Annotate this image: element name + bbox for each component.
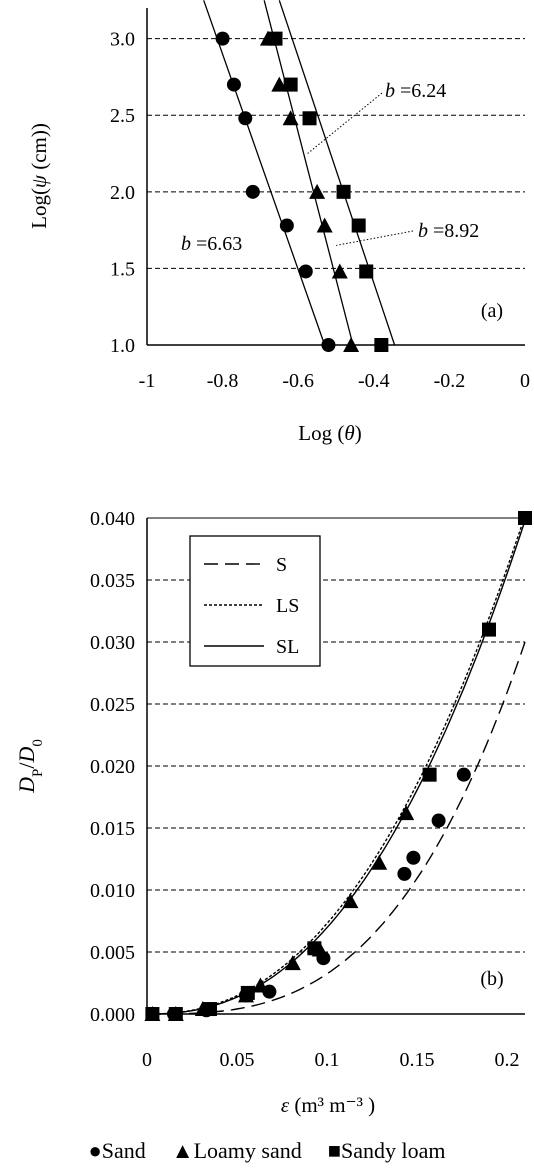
y-axis-label-a: Log(ψ (cm))	[27, 123, 51, 229]
data-point-circle	[245, 184, 260, 199]
data-point-square	[240, 985, 255, 1000]
x-axis-label-b: ε (m³ m⁻³ )	[281, 1093, 375, 1117]
x-axis-label-a: Log (θ)	[298, 421, 361, 445]
annotation-b: b =8.92	[418, 220, 479, 242]
data-point-square	[336, 184, 351, 199]
annotation-leader	[335, 230, 414, 246]
ytick-label-b: 0.000	[90, 1004, 135, 1026]
data-point-circle	[456, 767, 471, 782]
ytick-label-b: 0.025	[90, 694, 135, 716]
ytick-label-b: 0.030	[90, 632, 135, 654]
data-point-circle	[431, 813, 446, 828]
curve-legend-label: LS	[276, 595, 299, 617]
xtick-label-a: -0.2	[434, 370, 466, 392]
data-point-square	[359, 264, 374, 279]
data-point-square	[374, 338, 389, 352]
curve-ls	[147, 515, 526, 1015]
curve-legend-label: SL	[276, 636, 299, 658]
data-point-triangle	[252, 977, 269, 993]
data-point-circle	[298, 264, 313, 279]
data-point-triangle	[316, 217, 333, 233]
ytick-label-b: 0.010	[90, 880, 135, 902]
fit-line	[203, 0, 326, 346]
ytick-label-a: 2.5	[110, 105, 135, 127]
data-point-triangle	[271, 76, 288, 92]
data-point-triangle	[284, 955, 301, 971]
panel-label-b: (b)	[480, 968, 503, 990]
data-point-circle	[226, 77, 241, 92]
curve-legend-label: S	[276, 554, 287, 576]
data-point-square	[268, 31, 283, 46]
xtick-label-a: -0.4	[358, 370, 390, 392]
xtick-label-a: -1	[139, 370, 156, 392]
data-point-square	[168, 1007, 183, 1021]
data-point-triangle	[398, 805, 415, 821]
ytick-label-a: 2.0	[110, 182, 135, 204]
data-point-square	[518, 511, 532, 525]
xtick-label-b: 0.2	[495, 1049, 520, 1071]
ytick-label-b: 0.040	[90, 508, 135, 530]
panel-a	[146, 0, 525, 346]
data-point-circle	[215, 31, 230, 46]
xtick-label-a: -0.8	[207, 370, 239, 392]
xtick-label-b: 0.1	[315, 1049, 340, 1071]
xtick-label-a: 0	[520, 370, 530, 392]
annotation-b: b =6.24	[385, 80, 446, 102]
panel-label-a: (a)	[481, 300, 503, 322]
figure: 1.0 1.5 2.0 2.5 3.0 -1 -0.8 -0.6 -0.4 -0.2 0 b =6.2…	[14, 0, 532, 1117]
xtick-label-a: -0.6	[282, 370, 314, 392]
legend-sand: ●Sand	[88, 1138, 146, 1163]
legend-sandy-loam: ■Sandy loam	[327, 1138, 446, 1163]
ytick-label-a: 1.0	[110, 335, 135, 357]
ytick-label-b: 0.020	[90, 756, 135, 778]
curve-legend-box	[189, 535, 321, 667]
data-point-triangle	[331, 263, 348, 279]
ytick-label-b: 0.015	[90, 818, 135, 840]
data-point-circle	[238, 111, 253, 126]
data-point-square	[145, 1007, 160, 1021]
fit-line	[263, 0, 354, 346]
data-point-circle	[397, 866, 412, 881]
data-point-triangle	[343, 337, 360, 352]
legend-loamy-sand: ▲Loamy sand	[171, 1138, 302, 1163]
xtick-label-b: 0.15	[400, 1049, 435, 1071]
ytick-label-a: 3.0	[110, 29, 135, 51]
annotation-b: b =6.63	[181, 233, 242, 255]
data-point-triangle	[282, 110, 299, 126]
data-point-circle	[279, 218, 294, 233]
y-axis-label-b: DP/D0	[14, 739, 46, 794]
panel-b	[146, 515, 526, 1015]
data-point-circle	[406, 850, 421, 865]
data-point-square	[283, 77, 298, 92]
data-point-circle	[321, 338, 336, 352]
data-point-square	[482, 622, 496, 637]
series-legend: ●Sand ▲Loamy sand ■Sandy loam	[0, 1138, 534, 1164]
data-point-triangle	[309, 183, 326, 199]
data-point-square	[307, 941, 322, 956]
ytick-label-b: 0.035	[90, 570, 135, 592]
annotation-leader	[307, 92, 383, 154]
xtick-label-b: 0	[142, 1049, 152, 1071]
ytick-label-b: 0.005	[90, 942, 135, 964]
xtick-label-b: 0.05	[220, 1049, 255, 1071]
data-point-square	[422, 767, 437, 782]
data-point-triangle	[342, 893, 359, 909]
ytick-label-a: 1.5	[110, 258, 135, 280]
data-point-square	[203, 1002, 217, 1017]
data-point-square	[351, 218, 366, 233]
fit-line	[278, 0, 396, 346]
data-point-triangle	[371, 854, 388, 870]
data-point-square	[302, 111, 317, 126]
